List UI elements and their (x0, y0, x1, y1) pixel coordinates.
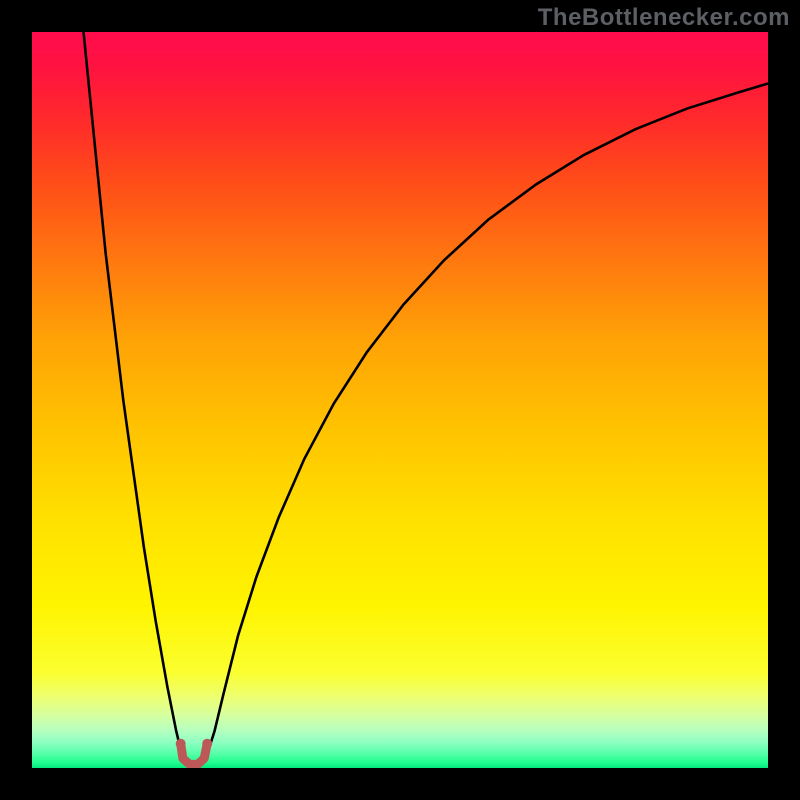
watermark-label: TheBottlenecker.com (538, 4, 790, 32)
gradient-background (32, 32, 768, 768)
valley-marker-cap-right (202, 739, 212, 749)
figure-root: TheBottlenecker.com (0, 0, 800, 800)
valley-marker-cap-left (176, 739, 186, 749)
plot-area (32, 32, 768, 768)
bottleneck-curve-chart (32, 32, 768, 768)
